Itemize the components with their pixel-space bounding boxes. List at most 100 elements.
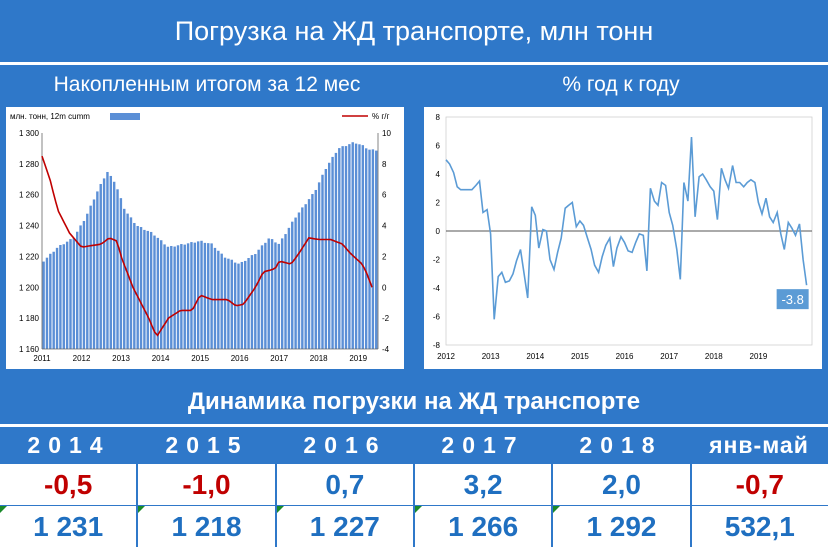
bar [341,146,344,349]
bar [82,220,86,349]
bar [368,149,371,349]
bar [375,150,378,349]
comment-marker [276,506,284,513]
x-tick-label: 2014 [152,354,170,363]
bar [270,239,274,349]
x-tick-label: 2012 [437,352,455,361]
cumulative-chart-svg: млн. тонн, 12m cumm % г/г 1 300 1 280 1 260 1… [10,112,391,363]
yoy-chart-svg: 8 6 4 2 0 -2 -4 -6 -8 2012 2013 2014 2015 2016 2017 201… [433,113,813,361]
x-tick-label: 2015 [191,354,209,363]
y-right-tick-label: 2 [382,252,387,261]
bar [193,242,197,349]
x-tick-label: 2012 [73,354,91,363]
bar [136,226,139,349]
y-tick-label: 2 [436,199,441,208]
y-tick-label: -8 [433,341,441,350]
y-left-tick-label: 1 240 [19,222,40,231]
bar [260,245,264,349]
x-tick-label: 2018 [310,354,328,363]
title-divider [0,62,828,65]
bar [156,237,160,349]
bar [354,143,358,349]
bar [227,258,230,349]
bar [328,162,331,349]
x-tick-label: 2013 [112,354,130,363]
bar [213,247,217,349]
left-chart-subtitle: Накопленным итогом за 12 мес [53,73,361,96]
comment-marker [138,506,146,513]
x-tick-label: 2013 [482,352,500,361]
bar [311,194,314,349]
bar [139,227,143,349]
y-tick-label: -2 [433,256,441,265]
y-tick-label: -4 [433,284,441,293]
bar [86,213,89,349]
bar [55,247,59,349]
bar [109,175,113,349]
volume-cell: 1 227 [276,506,415,547]
bar [237,263,240,349]
bar [223,257,227,349]
bar [190,242,193,349]
bar [160,240,163,349]
bar [348,144,351,349]
header-2014: 2014 [27,431,111,458]
cumulative-chart: млн. тонн, 12m cumm % г/г 1 300 1 280 1 260 1… [6,107,404,369]
y-tick-label: 8 [436,113,441,122]
y-left-tick-label: 1 160 [19,345,40,354]
volume-value: 1 227 [309,510,380,542]
volume-value: 1 231 [33,510,104,542]
bar [280,238,284,349]
x-tick-label: 2016 [616,352,634,361]
yoy-series-line [445,136,808,320]
y-tick-label: 0 [436,227,441,236]
comment-marker [0,506,7,513]
bar [351,142,354,349]
bar [96,191,99,349]
bar [207,243,210,349]
bar [149,231,153,349]
y-left-tick-label: 1 180 [19,314,40,323]
y-right-tick-label: 6 [382,191,387,200]
yoy-cell: 0,7 [276,464,415,506]
yoy-cell: 2,0 [553,464,692,506]
bar [314,189,317,349]
x-tick-label: 2019 [349,354,367,363]
volume-value: 1 292 [586,510,657,542]
volume-cell: 532,1 [691,506,828,547]
bar [42,261,45,349]
bar [196,241,200,349]
bar [244,260,247,349]
yoy-cell: -1,0 [138,464,277,506]
bar [153,235,156,349]
yoy-line [41,155,373,337]
bar [146,230,149,349]
bar [79,225,82,349]
bar [72,238,76,349]
page-title: Погрузка на ЖД транспорте, млн тонн [0,0,828,62]
bar [321,174,324,349]
x-tick-label: 2017 [660,352,678,361]
header-2016: 2016 [303,431,387,458]
bar [76,231,79,349]
comment-marker [414,506,422,513]
bar [203,242,207,349]
bar [166,246,170,349]
bar [297,212,301,349]
bar [324,169,328,349]
bar [143,229,146,349]
header-2017: 2017 [441,431,525,458]
volume-cell: 1 266 [414,506,554,547]
y-right-tick-label: 0 [382,283,387,292]
bar [334,152,338,349]
bar [210,243,213,349]
yoy-cell: -0,5 [0,464,139,506]
volume-row: 1 231 1 218 1 227 1 266 1 292 532,1 [0,505,828,547]
bar [361,145,365,349]
x-tick-label: 2011 [33,354,51,363]
bar [274,242,277,349]
y-left-tick-label: 1 300 [19,129,40,138]
bar [331,156,334,349]
bar [247,258,250,349]
bar [317,182,321,349]
